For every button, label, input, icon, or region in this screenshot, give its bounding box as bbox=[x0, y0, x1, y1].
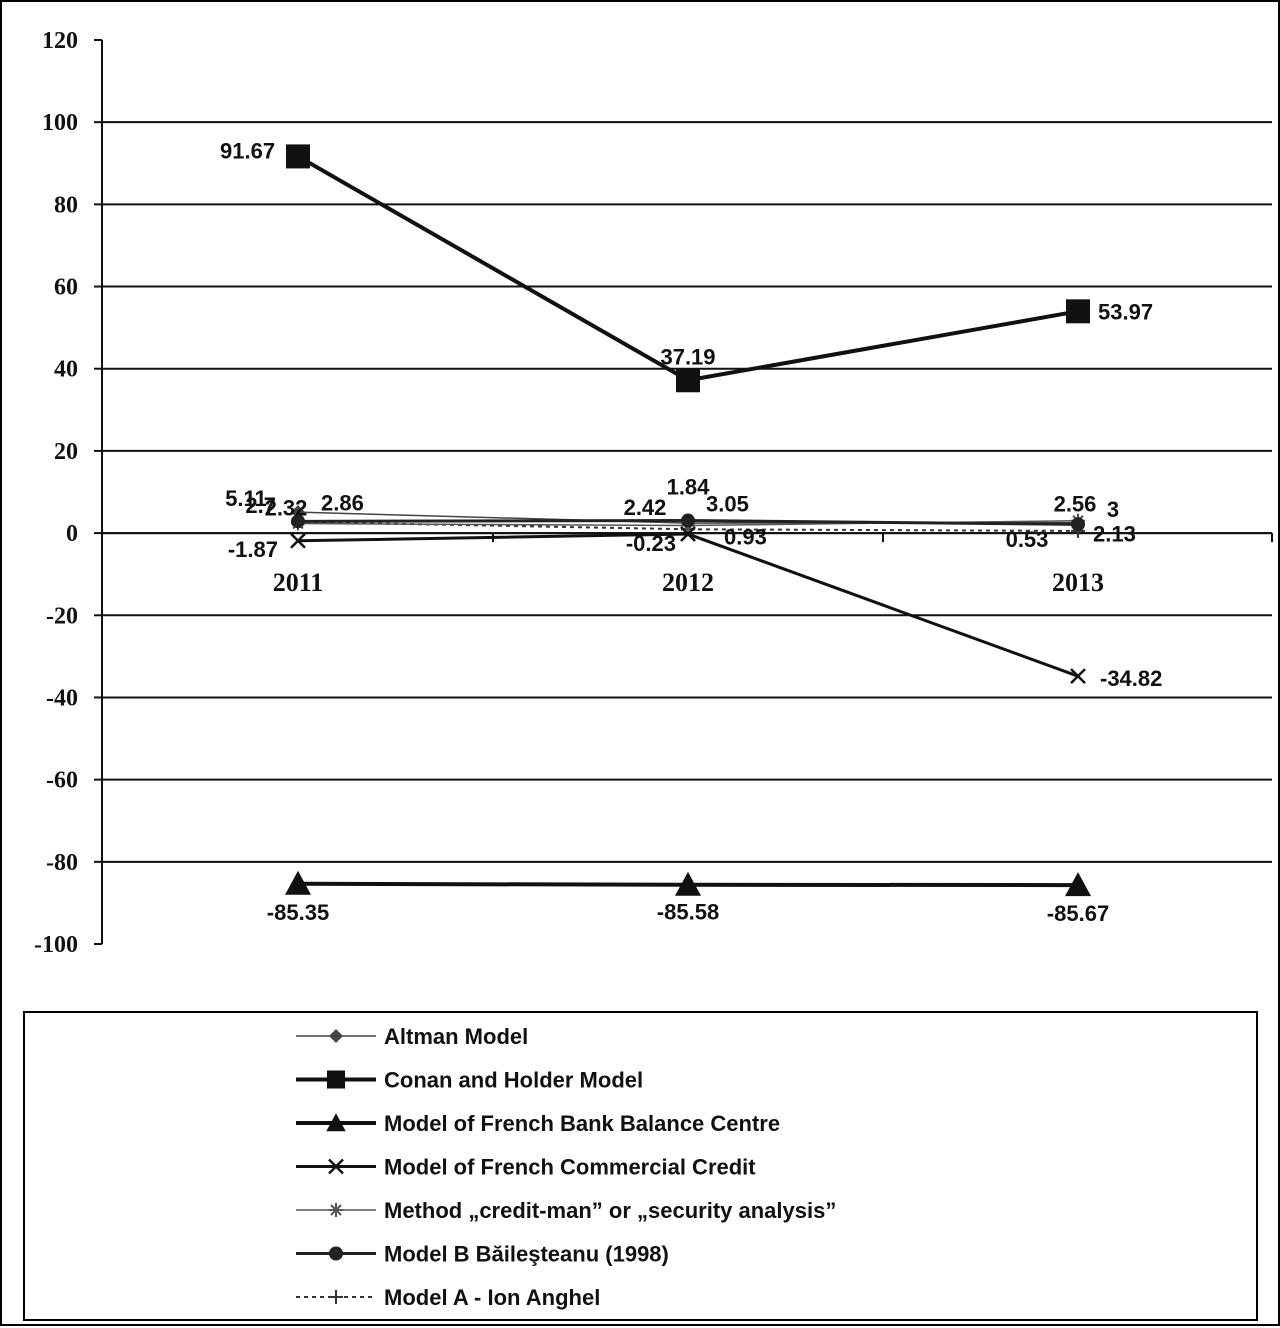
legend-label: Model of French Commercial Credit bbox=[384, 1155, 756, 1180]
y-tick-label: -100 bbox=[34, 932, 78, 958]
legend-marker bbox=[327, 1070, 345, 1089]
y-tick-label: 40 bbox=[54, 357, 78, 383]
legend-label: Model A - Ion Anghel bbox=[384, 1285, 600, 1310]
data-label: 3 bbox=[1107, 497, 1119, 522]
legend-marker bbox=[328, 1158, 344, 1175]
y-tick-label: 0 bbox=[66, 521, 78, 547]
data-label: 2.86 bbox=[321, 490, 364, 515]
series-layer bbox=[285, 144, 1091, 897]
data-labels: 5.11 2.42 2.56 91.67 37.19 53.97 -85.35 -85.58 -… bbox=[220, 138, 1162, 926]
y-tick-label: 20 bbox=[54, 439, 78, 465]
series-2 bbox=[286, 144, 1090, 393]
x-tick-label: 2011 bbox=[273, 568, 324, 597]
legend-item: Model B Băileşteanu (1998) bbox=[296, 1242, 669, 1267]
data-label: 5.11 bbox=[225, 486, 267, 511]
data-point bbox=[286, 144, 310, 169]
data-point bbox=[676, 368, 700, 393]
data-point bbox=[285, 870, 311, 895]
data-label: 1.84 bbox=[667, 475, 711, 500]
data-label: 0.93 bbox=[724, 524, 767, 549]
legend-label: Model B Băileşteanu (1998) bbox=[384, 1242, 669, 1267]
data-label: 53.97 bbox=[1098, 299, 1153, 324]
data-point bbox=[1071, 517, 1085, 532]
legend-box bbox=[23, 1011, 1258, 1321]
x-tick-label: 2013 bbox=[1052, 568, 1104, 597]
data-label: -34.82 bbox=[1100, 666, 1162, 691]
data-label: 3.05 bbox=[706, 492, 749, 517]
legend-label: Conan and Holder Model bbox=[384, 1068, 643, 1093]
data-point bbox=[680, 526, 696, 542]
data-point bbox=[1066, 299, 1090, 324]
legend-label: Method „credit-man” or „security analysi… bbox=[384, 1198, 836, 1223]
legend-marker bbox=[329, 1246, 343, 1261]
legend-marker bbox=[326, 1113, 346, 1132]
y-tick-label: -60 bbox=[46, 768, 78, 794]
data-label: -0.23 bbox=[626, 531, 676, 556]
data-label: 91.67 bbox=[220, 138, 275, 163]
data-point bbox=[1070, 668, 1086, 685]
y-tick-label: -80 bbox=[46, 850, 78, 876]
legend-item: Method „credit-man” or „security analysi… bbox=[296, 1198, 836, 1223]
y-tick-label: -20 bbox=[46, 603, 78, 629]
y-tick-label: 100 bbox=[42, 110, 78, 136]
data-label: 2.32 bbox=[265, 496, 308, 521]
data-label: 37.19 bbox=[660, 344, 715, 369]
data-label: 2.7 bbox=[245, 493, 276, 518]
data-point bbox=[290, 532, 306, 549]
legend-label: Model of French Bank Balance Centre bbox=[384, 1111, 780, 1136]
data-label: -85.35 bbox=[267, 900, 329, 925]
series-line bbox=[297, 532, 1079, 678]
data-label: -85.67 bbox=[1047, 901, 1109, 926]
data-point bbox=[681, 513, 695, 528]
legend-item: Altman Model bbox=[296, 1024, 528, 1049]
legend-label: Altman Model bbox=[384, 1024, 528, 1049]
legend: Altman Model Conan and Holder Model Model … bbox=[23, 1011, 1258, 1321]
series-3 bbox=[285, 870, 1091, 897]
series-6 bbox=[291, 513, 1085, 532]
data-label: 0.53 bbox=[1006, 527, 1049, 552]
legend-marker bbox=[329, 1029, 343, 1043]
legend-marker bbox=[329, 1290, 343, 1304]
y-tick-label: 80 bbox=[54, 192, 78, 218]
data-point bbox=[675, 871, 701, 896]
x-tick-label: 2012 bbox=[662, 568, 714, 597]
data-point bbox=[291, 514, 305, 529]
legend-marker bbox=[329, 1203, 343, 1217]
data-label: 2.56 bbox=[1054, 492, 1097, 517]
data-label: -1.87 bbox=[228, 537, 278, 562]
legend-item: Model of French Bank Balance Centre bbox=[296, 1111, 780, 1136]
y-tick-label: -40 bbox=[46, 685, 78, 711]
data-label: 2.42 bbox=[624, 495, 667, 520]
data-point bbox=[1065, 872, 1091, 897]
axes: 120 100 80 60 40 20 0 -20 -40 -60 -80 -100 2011 2012 2… bbox=[34, 28, 1273, 958]
y-tick-label: 120 bbox=[42, 28, 78, 54]
data-label: -85.58 bbox=[657, 900, 719, 925]
legend-item: Model A - Ion Anghel bbox=[296, 1285, 600, 1310]
y-tick-label: 60 bbox=[54, 275, 78, 301]
legend-item: Model of French Commercial Credit bbox=[296, 1155, 756, 1180]
legend-item: Conan and Holder Model bbox=[296, 1068, 643, 1093]
data-label: 2.13 bbox=[1093, 521, 1136, 546]
series-4 bbox=[290, 526, 1086, 685]
